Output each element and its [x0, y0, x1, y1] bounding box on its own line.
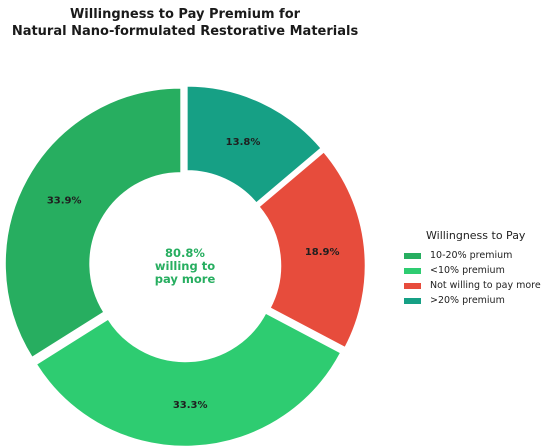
chart-title-line-2: Natural Nano-formulated Restorative Mate…: [11, 24, 359, 39]
donut-slice-10-premium: [35, 311, 342, 448]
slice-label-20-premium: 13.8%: [226, 137, 261, 148]
donut-slice-10-20-premium: [4, 87, 182, 359]
donut-slice-not-willing-to-pay-more: [257, 150, 367, 349]
center-label-line-1: 80.8%: [165, 246, 205, 260]
legend-label: <10% premium: [430, 265, 505, 276]
chart-title: Willingness to Pay Premium for Natural N…: [0, 6, 370, 40]
legend-label: Not willing to pay more: [430, 280, 541, 291]
legend-label: 10-20% premium: [430, 250, 513, 261]
chart-title-line-1: Willingness to Pay Premium for: [69, 7, 301, 22]
slice-label-10-20-premium: 33.9%: [47, 195, 82, 206]
legend: Willingness to Pay 10-20% premium <10% pr…: [404, 229, 550, 308]
legend-item-10-20-premium: 10-20% premium: [404, 248, 550, 263]
legend-swatch: [404, 252, 421, 259]
slice-label-not-willing-to-pay-more: 18.9%: [305, 247, 340, 258]
legend-items: 10-20% premium <10% premium Not willing to…: [404, 248, 550, 308]
legend-swatch: [404, 267, 421, 274]
center-label-line-3: pay more: [155, 272, 216, 286]
legend-label: >20% premium: [430, 295, 505, 306]
legend-item-10-premium: <10% premium: [404, 263, 550, 278]
legend-title: Willingness to Pay: [426, 229, 526, 242]
slice-label-10-premium: 33.3%: [173, 400, 208, 411]
legend-item-20-premium: >20% premium: [404, 293, 550, 308]
donut-slice-20-premium: [186, 85, 323, 205]
center-label-line-2: willing to: [155, 259, 215, 273]
legend-swatch: [404, 282, 421, 289]
legend-item-not-willing-to-pay-more: Not willing to pay more: [404, 278, 550, 293]
legend-swatch: [404, 297, 421, 304]
